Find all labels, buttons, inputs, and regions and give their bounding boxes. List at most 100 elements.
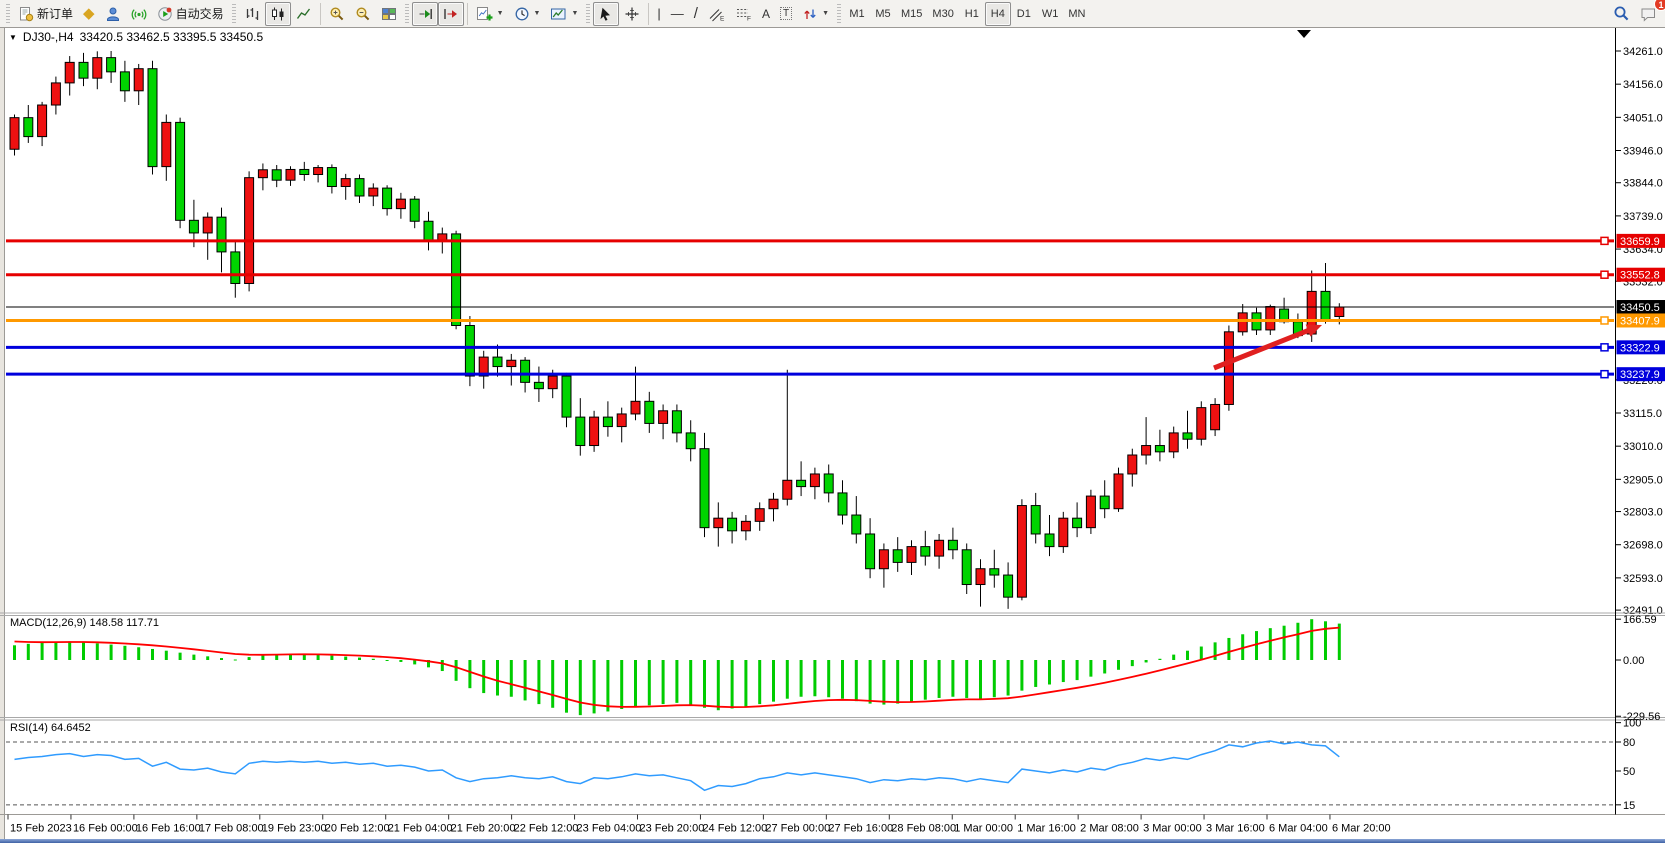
- auto-trading-button[interactable]: 自动交易: [152, 2, 229, 26]
- channel-sub-label: E: [720, 15, 725, 22]
- chevron-down-icon[interactable]: ▼: [822, 10, 830, 17]
- trend-arrow-annotation[interactable]: [1213, 324, 1322, 371]
- timeframe-m1-button[interactable]: M1: [849, 7, 865, 20]
- fibonacci-tool-button[interactable]: F: [730, 2, 757, 26]
- timeframe-d1-button[interactable]: D1: [1016, 7, 1031, 20]
- macd-histogram-bar: [1020, 660, 1024, 691]
- chart-shift-marker[interactable]: [1297, 30, 1311, 38]
- vertical-line-tool-button[interactable]: |: [652, 2, 665, 26]
- channel-tool-button[interactable]: E: [703, 2, 730, 26]
- trendline-icon: /: [693, 4, 698, 22]
- bearish-candle: [1099, 495, 1110, 510]
- new-order-button[interactable]: 新订单: [13, 2, 78, 26]
- crosshair-button[interactable]: [619, 2, 645, 26]
- toolbar-grip[interactable]: [586, 3, 591, 24]
- bullish-candle: [437, 233, 448, 241]
- price-axis: 34261.0 34156.0 34051.0 33946.0 33844.0 33739…: [1615, 46, 1663, 617]
- chart-canvas[interactable]: 34261.0 34156.0 34051.0 33946.0 33844.0 33739…: [0, 28, 1665, 839]
- macd-histogram-bar: [578, 660, 582, 716]
- bullish-candle: [1058, 517, 1069, 548]
- price-tick-label: 34051.0: [1623, 112, 1663, 124]
- toolbar-grip[interactable]: [231, 3, 236, 24]
- chevron-down-icon[interactable]: ▼: [571, 10, 579, 17]
- bullish-candle: [934, 539, 945, 557]
- time-tick-label: 21 Feb 20:00: [451, 823, 516, 835]
- mql5-community-button[interactable]: [100, 2, 126, 26]
- auto-scroll-button[interactable]: [411, 1, 438, 26]
- time-tick-label: 27 Feb 00:00: [765, 823, 830, 835]
- price-tag-label: 33407.9: [1620, 315, 1660, 327]
- bullish-candle: [285, 168, 296, 181]
- macd-histogram-bar: [730, 660, 734, 709]
- periods-button[interactable]: ▼: [509, 2, 546, 26]
- label-tool-button[interactable]: T: [775, 2, 797, 26]
- macd-histogram-bar: [1310, 619, 1314, 660]
- bullish-candle: [1334, 306, 1345, 317]
- line-chart-button[interactable]: [291, 2, 317, 26]
- bearish-candle: [216, 216, 227, 253]
- signals-button[interactable]: [126, 2, 152, 26]
- text-tool-button[interactable]: A: [757, 2, 775, 26]
- market-watch-button[interactable]: ◆: [78, 2, 100, 26]
- auto-trading-icon: [157, 6, 173, 22]
- bearish-candle: [1030, 505, 1041, 535]
- timeframe-m30-button[interactable]: M30: [932, 7, 954, 20]
- rsi-line: [14, 740, 1340, 792]
- bullish-candle: [1223, 331, 1234, 405]
- chart-window[interactable]: 34261.0 34156.0 34051.0 33946.0 33844.0 33739…: [0, 28, 1665, 839]
- notifications-button[interactable]: 1: [1635, 0, 1665, 26]
- timeframe-h1-button[interactable]: H1: [964, 7, 979, 20]
- bullish-candle: [37, 104, 48, 138]
- macd-histogram-bar: [206, 656, 210, 660]
- macd-histogram-bar: [647, 660, 651, 706]
- timeframe-h4-button[interactable]: H4: [984, 1, 1011, 26]
- trendline-tool-button[interactable]: /: [689, 2, 703, 26]
- toolbar-grip[interactable]: [837, 3, 842, 24]
- price-tick-label: 33946.0: [1623, 146, 1663, 158]
- chart-symbol-period: DJ30-,H4: [22, 30, 74, 44]
- candlestick-chart-button[interactable]: [264, 1, 291, 26]
- timeframe-w1-button[interactable]: W1: [1041, 7, 1059, 20]
- main-toolbar: 新订单 ◆ 自动交易: [0, 0, 1665, 28]
- zoom-out-button[interactable]: [350, 2, 376, 26]
- time-tick-label: 22 Feb 12:00: [514, 823, 579, 835]
- macd-histogram-bar: [1144, 660, 1148, 663]
- macd-histogram-bar: [827, 660, 831, 698]
- macd-panel: 166.59 0.00 -229.56: [13, 614, 1660, 723]
- chevron-down-icon[interactable]: ▼: [533, 10, 541, 17]
- horizontal-line-tool-button[interactable]: —: [666, 2, 689, 26]
- zoom-in-button[interactable]: [324, 2, 350, 26]
- macd-histogram-bar: [923, 660, 927, 700]
- macd-histogram-bar: [82, 642, 85, 660]
- macd-histogram-bar: [178, 652, 182, 660]
- rsi-axis-label: 50: [1623, 766, 1635, 778]
- cursor-button[interactable]: [593, 1, 620, 26]
- macd-histogram-bar: [1199, 646, 1203, 660]
- chart-shift-icon: [443, 6, 459, 22]
- arrows-tool-button[interactable]: ▼: [797, 2, 834, 26]
- new-chart-button[interactable]: ▼: [471, 2, 509, 26]
- price-lines-layer[interactable]: [6, 236, 1614, 379]
- toolbar-grip[interactable]: [6, 3, 10, 24]
- search-button[interactable]: [1608, 2, 1635, 26]
- chevron-down-icon[interactable]: ▼: [496, 10, 504, 17]
- chart-shift-button[interactable]: [437, 1, 464, 26]
- bullish-candle: [547, 375, 558, 390]
- timeframe-m5-button[interactable]: M5: [875, 7, 891, 20]
- toolbar-grip[interactable]: [404, 3, 409, 24]
- macd-histogram-bar: [192, 654, 196, 660]
- bar-chart-button[interactable]: [239, 2, 265, 26]
- time-tick-label: 16 Feb 00:00: [73, 823, 138, 835]
- timeframe-mn-button[interactable]: MN: [1068, 7, 1086, 20]
- macd-histogram-bar: [951, 660, 955, 697]
- templates-button[interactable]: ▼: [545, 2, 583, 26]
- bearish-candle: [865, 533, 876, 570]
- macd-histogram-bar: [661, 660, 665, 705]
- timeframe-m15-button[interactable]: M15: [901, 7, 923, 20]
- tile-windows-button[interactable]: [376, 2, 402, 26]
- bearish-candle: [851, 514, 862, 535]
- chart-dropdown-icon[interactable]: ▼: [9, 32, 17, 42]
- equidistant-channel-icon: E: [708, 6, 725, 22]
- bearish-candle: [23, 117, 34, 138]
